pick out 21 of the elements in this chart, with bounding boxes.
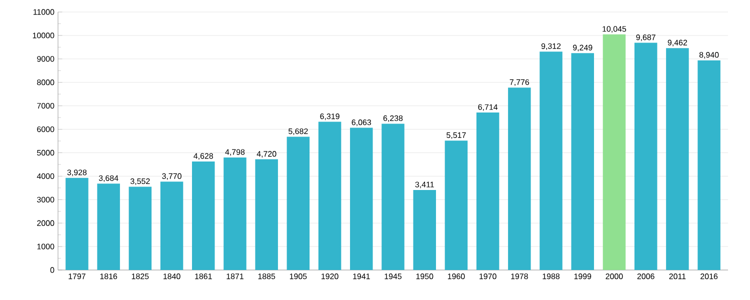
bar bbox=[382, 124, 404, 270]
bar bbox=[128, 186, 152, 270]
bar bbox=[666, 48, 689, 270]
bar bbox=[160, 182, 184, 270]
bar bbox=[318, 122, 342, 270]
bar bbox=[97, 184, 120, 270]
bar bbox=[255, 159, 278, 270]
bar bbox=[476, 112, 500, 270]
bar bbox=[602, 34, 626, 270]
bar bbox=[286, 136, 310, 270]
bar bbox=[634, 42, 658, 270]
bar bbox=[444, 140, 468, 270]
bar bbox=[224, 157, 246, 270]
bar bbox=[192, 161, 215, 270]
bar bbox=[66, 178, 88, 270]
bar bbox=[540, 52, 562, 270]
bar bbox=[350, 128, 373, 270]
bar bbox=[508, 88, 531, 270]
bar bbox=[413, 190, 436, 270]
bar bbox=[698, 60, 720, 270]
bar bbox=[571, 53, 594, 270]
